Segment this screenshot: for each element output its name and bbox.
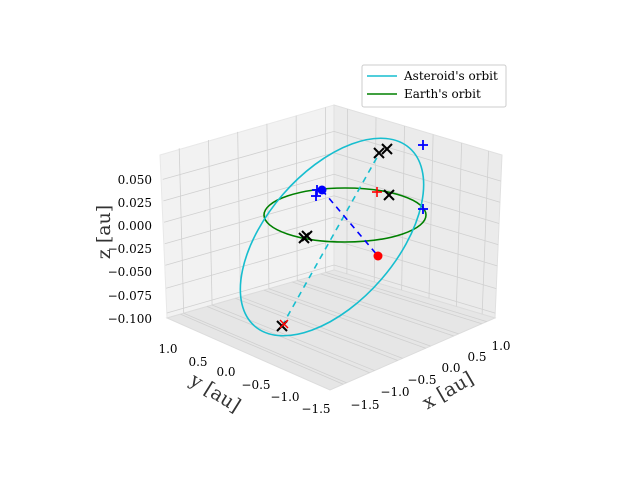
grid-x-floor: [206, 306, 370, 374]
z-tick-label: −0.100: [108, 312, 152, 326]
z-tick-label: −0.050: [108, 265, 152, 279]
grid-x-floor: [292, 281, 454, 337]
z-tick-label: 0.000: [118, 219, 152, 233]
y-tick-label: 1.0: [158, 342, 177, 356]
asteroid-dashed-line: [281, 151, 381, 327]
grid-z: [165, 239, 497, 290]
y-tick-label: −1.5: [301, 402, 330, 416]
grid-z: [162, 130, 501, 182]
grid-z: [165, 216, 498, 267]
z-tick-label: 0.025: [118, 196, 152, 210]
legend-label-earth: Earth's orbit: [404, 87, 481, 101]
grid-x-floor: [320, 273, 482, 325]
grid-z: [164, 195, 499, 246]
x-marker: [373, 147, 385, 159]
grid-x: [455, 142, 463, 307]
grid-y-floor: [183, 312, 347, 384]
x-marker: [381, 143, 393, 155]
blue-dashed-line: [321, 189, 379, 257]
blue-point: [317, 185, 327, 195]
legend: Asteroid's orbit Earth's orbit: [361, 64, 507, 108]
grid-y-floor: [325, 272, 487, 322]
z-tick-label: −0.075: [108, 289, 152, 303]
x-tick-label: −0.5: [407, 373, 436, 387]
x-marker: [383, 189, 395, 201]
asteroid-orbit-line: [239, 137, 425, 337]
grid-x: [428, 134, 434, 299]
grid-y-floor: [240, 296, 403, 359]
grid-x: [481, 150, 489, 315]
y-tick-label: −0.5: [241, 378, 270, 392]
z-axis-label: z [au]: [93, 205, 115, 259]
x-axis-ticks: −1.5−1.0−0.5 0.0 0.5 1.0: [350, 339, 510, 412]
y-tick-label: 0.0: [216, 365, 235, 379]
grid-y: [178, 148, 185, 314]
y-axis-ticks: 1.0 0.5 0.0 −0.5−1.0−1.5: [158, 342, 330, 416]
grid-x-floor: [235, 297, 398, 361]
grid-y-floor: [297, 280, 459, 335]
legend-label-asteroid: Asteroid's orbit: [403, 69, 498, 83]
markers: [276, 140, 428, 332]
x-marker: [279, 319, 289, 329]
x-tick-label: −1.5: [350, 398, 379, 412]
grid-y: [208, 140, 213, 306]
gridlines: [162, 107, 501, 385]
x-tick-label: 1.0: [491, 339, 510, 353]
grid-y-floor: [268, 288, 431, 347]
earth-orbit-line: [263, 187, 427, 243]
grid-x-floor: [180, 313, 344, 385]
grid-z: [166, 264, 496, 314]
grid-y: [295, 115, 298, 281]
grid-y: [237, 131, 241, 297]
grid-x-floor: [263, 289, 426, 349]
y-tick-label: 0.5: [188, 355, 207, 369]
x-tick-label: 0.5: [467, 350, 486, 364]
grid-y-floor: [211, 304, 375, 371]
z-tick-label: 0.050: [118, 173, 152, 187]
y-tick-label: −1.0: [270, 390, 299, 404]
grid-x: [346, 108, 348, 274]
x-marker: [301, 230, 313, 242]
x-tick-label: 0.0: [441, 361, 460, 375]
z-axis-ticks: 0.050 0.025 0.000 −0.025 −0.050 −0.075 −0.100: [108, 173, 152, 326]
red-point: [373, 251, 383, 261]
z-tick-label: −0.025: [108, 242, 152, 256]
grid-z: [163, 173, 500, 224]
x-tick-label: −1.0: [380, 385, 409, 399]
grid-x: [401, 125, 405, 291]
